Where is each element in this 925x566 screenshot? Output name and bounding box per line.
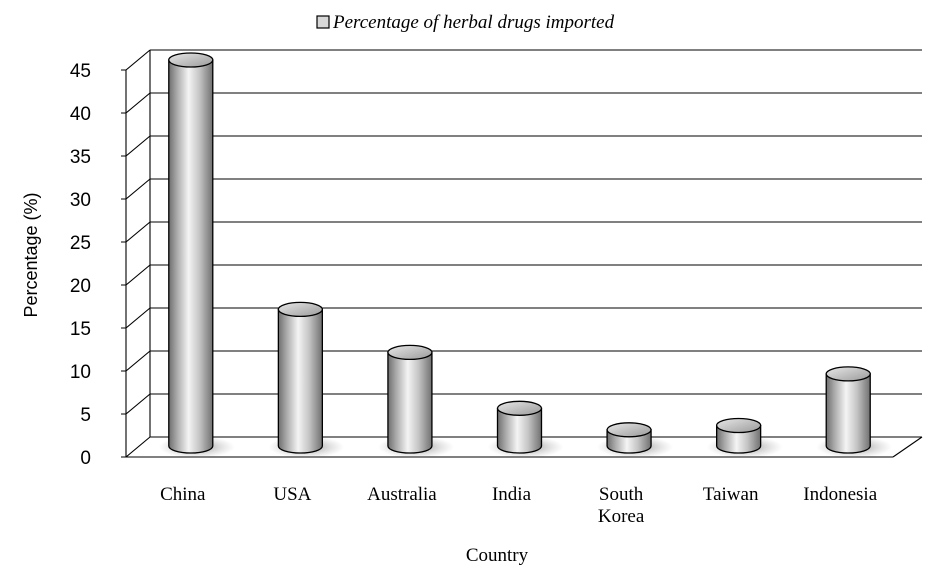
bars [158, 52, 893, 458]
bar-cap [825, 366, 871, 382]
x-tick-label: South [599, 484, 644, 505]
side-wall-line [125, 264, 151, 286]
bar-cap [168, 52, 214, 68]
legend-label: Percentage of herbal drugs imported [332, 12, 615, 33]
x-axis-title: Country [466, 545, 529, 566]
bar-body [496, 407, 543, 454]
bar-body [168, 59, 214, 454]
side-wall-line [125, 221, 151, 243]
bar-cap [715, 417, 762, 434]
y-tick-label: 10 [70, 362, 91, 383]
bar-body [277, 308, 324, 454]
x-tick-label: China [160, 484, 206, 505]
y-tick-label: 0 [80, 448, 91, 469]
legend: Percentage of herbal drugs imported [316, 12, 615, 33]
floor-edge [892, 436, 923, 458]
side-wall-line [125, 178, 151, 200]
side-wall-line [125, 92, 151, 114]
x-tick-label: Taiwan [703, 484, 759, 505]
side-wall-line [125, 307, 151, 329]
y-tick-label: 45 [70, 61, 91, 82]
bar-body [825, 373, 871, 454]
side-wall-line [125, 393, 151, 415]
bar-china [158, 52, 235, 458]
x-tick-label: Korea [598, 506, 645, 527]
bar-india [487, 400, 564, 458]
bar-cap [496, 400, 543, 416]
bar-cap [387, 344, 433, 361]
side-wall-line [125, 436, 151, 458]
y-axis-title: Percentage (%) [21, 192, 41, 317]
y-axis-ticks: 0 5 10 15 20 25 30 35 40 45 [70, 61, 91, 469]
bar-usa [268, 301, 345, 458]
plot-frame [121, 49, 923, 458]
bar-body [715, 424, 762, 454]
y-tick-label: 40 [70, 104, 91, 125]
y-tick-label: 5 [80, 405, 91, 426]
y-tick-label: 25 [70, 233, 91, 254]
side-wall-line [125, 135, 151, 157]
bar-cap [606, 422, 652, 438]
x-tick-label: Australia [367, 484, 437, 505]
x-tick-label: India [492, 484, 532, 505]
bar-cap [277, 301, 324, 318]
y-tick-label: 20 [70, 276, 91, 297]
y-tick-label: 15 [70, 319, 91, 340]
side-wall-line [125, 350, 151, 372]
y-tick-label: 30 [70, 190, 91, 211]
legend-swatch [316, 15, 330, 29]
bar-body [387, 351, 433, 454]
x-tick-label: Indonesia [803, 484, 877, 505]
y-tick-label: 35 [70, 147, 91, 168]
bar-south-korea [597, 422, 674, 458]
bar-indonesia [816, 366, 893, 458]
x-tick-label: USA [273, 484, 311, 505]
bar-australia [377, 344, 454, 458]
bar-taiwan [706, 417, 783, 458]
side-wall-line [125, 49, 151, 71]
